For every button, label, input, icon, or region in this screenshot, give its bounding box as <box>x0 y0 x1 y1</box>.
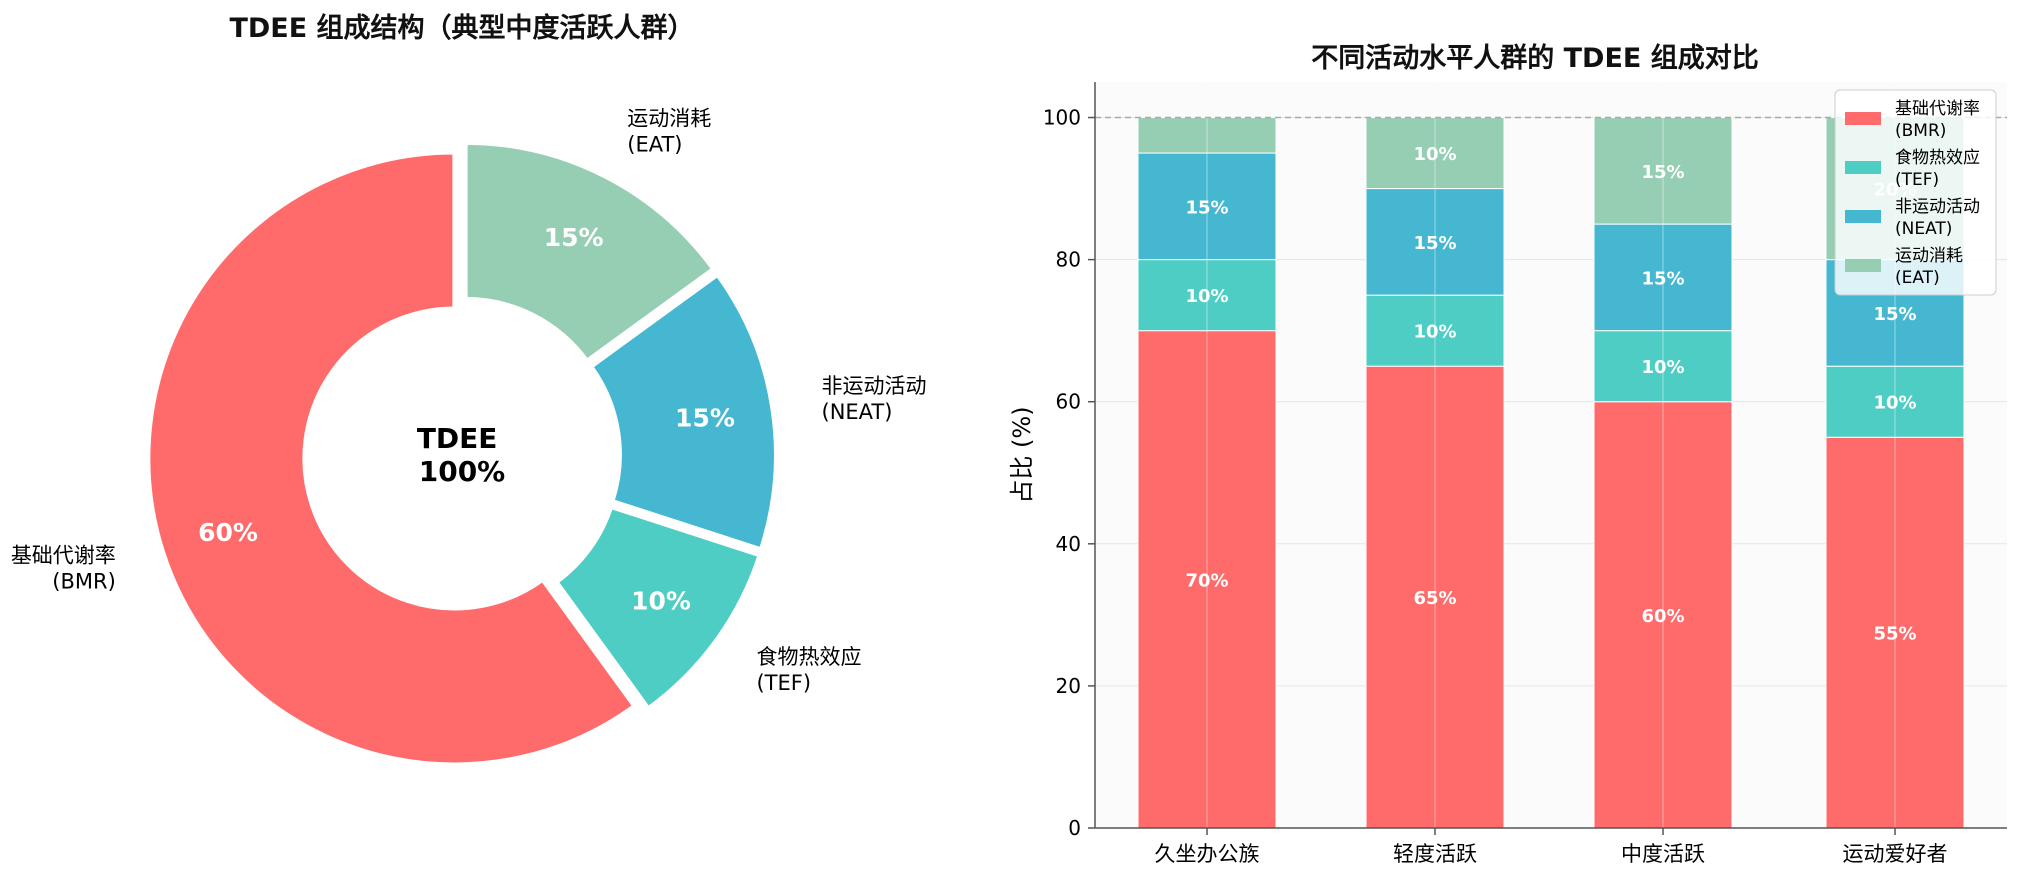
y-axis-label: 占比 (%) <box>1008 406 1036 503</box>
x-tick-label: 轻度活跃 <box>1393 842 1477 866</box>
bar-segment-非运动活动 <box>1593 223 1733 332</box>
legend-swatch-食物热效应 <box>1845 161 1881 174</box>
donut-slice-基础代谢率 <box>146 150 638 767</box>
bar-value-label: 15% <box>1413 233 1456 254</box>
x-ticks: 久坐办公族 轻度活跃 中度活跃 运动爱好者 <box>1155 828 1948 866</box>
y-tick-label: 40 <box>1056 532 1081 556</box>
bar-value-label: 70% <box>1185 570 1228 591</box>
donut-value-label: 60% <box>198 518 258 547</box>
y-tick-label: 60 <box>1056 390 1081 414</box>
legend-swatch-运动消耗 <box>1845 259 1881 272</box>
legend-label: 基础代谢率(BMR) <box>1895 99 1980 141</box>
legend-box <box>1834 89 1997 296</box>
vertical-grid-lines <box>1206 82 1896 828</box>
donut-center-line-2: 100% <box>419 455 506 488</box>
bar-value-label: 60% <box>1641 606 1684 627</box>
y-ticks: 0 20 40 60 80 100 <box>1043 106 1095 840</box>
y-tick-label: 0 <box>1068 816 1081 840</box>
bar-segment-非运动活动 <box>1365 188 1505 296</box>
bar-value-label: 10% <box>1873 393 1916 414</box>
bar-segment-基础代谢率 <box>1593 401 1733 829</box>
donut-value-label: 15% <box>544 223 604 252</box>
bar-segment-基础代谢率 <box>1825 436 1965 829</box>
bar-value-label: 55% <box>1873 624 1916 645</box>
bar-data-labels: 70% 10% 15% 65% 10% 15% 10% 60% 10% 15% 15% 55% 10% 1… <box>1185 144 1916 645</box>
x-tick-label: 运动爱好者 <box>1843 842 1948 866</box>
legend-label: 食物热效应(TEF) <box>1895 148 1980 190</box>
y-tick-label: 100 <box>1043 106 1081 130</box>
bar-chart-title: 不同活动水平人群的 TDEE 组成对比 <box>1311 42 1759 74</box>
legend-label: 运动消耗(EAT) <box>1895 246 1963 288</box>
bar-value-label: 15% <box>1641 162 1684 183</box>
donut-title: TDEE 组成结构（典型中度活跃人群） <box>229 12 694 44</box>
bar-segment-运动消耗 <box>1137 117 1277 154</box>
bar-segment-基础代谢率 <box>1365 365 1505 829</box>
bar-value-label: 10% <box>1413 322 1456 343</box>
donut-center-label: TDEE 100% <box>417 422 507 488</box>
stacked-bar-chart: 不同活动水平人群的 TDEE 组成对比 70% 10% 15% 65% 10% 15% 10… <box>1008 42 2007 866</box>
legend-swatch-基础代谢率 <box>1845 112 1881 125</box>
donut-category-label: 运动消耗(EAT) <box>627 107 711 157</box>
bar-value-label: 10% <box>1413 144 1456 165</box>
bar-segment-食物热效应 <box>1593 330 1733 403</box>
y-tick-label: 80 <box>1056 248 1081 272</box>
donut-value-label: 15% <box>675 404 735 433</box>
bar-value-label: 15% <box>1873 304 1916 325</box>
donut-labels: 60% 基础代谢率(BMR) 10% 食物热效应(TEF) 15% 非运动活动(NEAT)… <box>11 107 927 695</box>
y-tick-label: 20 <box>1056 674 1081 698</box>
bar-segment-食物热效应 <box>1825 365 1965 438</box>
x-tick-label: 久坐办公族 <box>1155 842 1260 866</box>
legend-swatch-非运动活动 <box>1845 210 1881 223</box>
bar-segment-运动消耗 <box>1365 117 1505 190</box>
bar-value-label: 65% <box>1413 588 1456 609</box>
bar-value-label: 10% <box>1641 357 1684 378</box>
bar-value-label: 15% <box>1641 268 1684 289</box>
donut-center-line-1: TDEE <box>417 422 498 455</box>
donut-slices <box>146 140 778 767</box>
bar-value-label: 15% <box>1185 197 1228 218</box>
donut-slice-非运动活动 <box>588 272 778 552</box>
bar-value-label: 10% <box>1185 286 1228 307</box>
bar-segment-运动消耗 <box>1593 117 1733 225</box>
bar-segment-食物热效应 <box>1365 294 1505 367</box>
donut-category-label: 食物热效应(TEF) <box>756 645 861 695</box>
donut-category-label: 基础代谢率(BMR) <box>11 543 116 593</box>
donut-slice-运动消耗 <box>463 140 716 364</box>
bar-segment-食物热效应 <box>1137 259 1277 332</box>
donut-value-label: 10% <box>631 587 691 616</box>
bar-segment-非运动活动 <box>1137 152 1277 261</box>
donut-category-label: 非运动活动(NEAT) <box>822 374 927 424</box>
bar-segment-基础代谢率 <box>1137 330 1277 829</box>
legend: 基础代谢率(BMR) 食物热效应(TEF) 非运动活动(NEAT) 运动消耗(EAT) <box>1834 89 1997 296</box>
donut-slice-食物热效应 <box>553 504 763 712</box>
x-tick-label: 中度活跃 <box>1621 842 1705 866</box>
legend-label: 非运动活动(NEAT) <box>1895 197 1980 239</box>
donut-chart: TDEE 组成结构（典型中度活跃人群） 60% 基础代谢率(BMR) 10% 食物热效… <box>11 12 927 767</box>
